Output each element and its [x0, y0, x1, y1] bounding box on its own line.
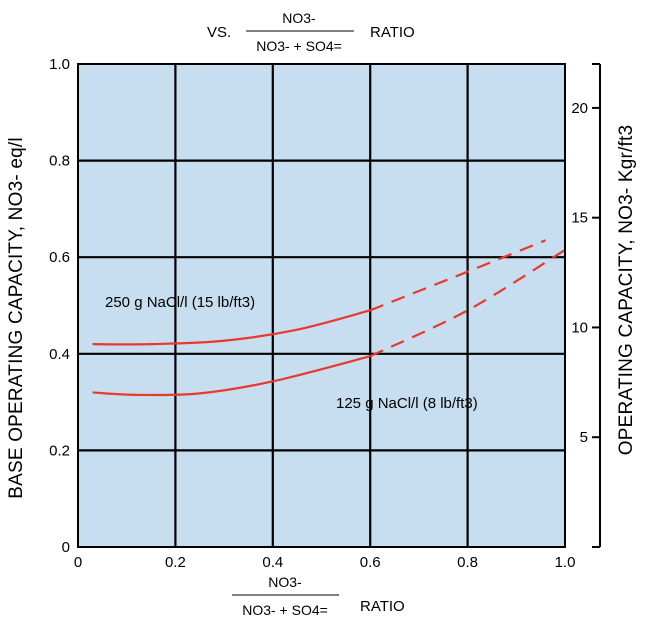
y-tick-label: 0.2 — [49, 442, 70, 459]
y-tick-label: 0 — [62, 539, 70, 556]
x-label-numerator: NO3- — [268, 574, 302, 590]
y-tick-label: 0.8 — [49, 153, 70, 170]
title-suffix: RATIO — [370, 24, 415, 41]
y-axis-right-label: OPERATING CAPACITY, NO3- Kgr/ft3 — [616, 125, 637, 456]
grid — [78, 64, 565, 547]
series-0-solid-line — [92, 309, 371, 346]
title-numerator: NO3- — [282, 10, 316, 26]
y2-tick-label: 15 — [571, 210, 588, 227]
y2-tick-label: 20 — [571, 100, 588, 117]
series-group — [92, 239, 566, 397]
x-tick-label: 0 — [74, 554, 82, 571]
chart-title: VS. NO3- NO3- + SO4= RATIO — [207, 10, 415, 54]
series-label-250g: 250 g NaCl/l (15 lb/ft3) — [105, 294, 255, 311]
y-tick-label: 0.6 — [49, 249, 70, 266]
title-denominator: NO3- + SO4= — [256, 38, 342, 54]
right-axis: 5 10 15 20 — [571, 63, 601, 548]
y2-tick-label: 10 — [571, 319, 588, 336]
series-1-dashed-line — [369, 249, 566, 358]
series-0-dashed-line — [369, 239, 546, 312]
x-tick-label: 0.8 — [457, 554, 478, 571]
x-label-suffix: RATIO — [360, 598, 405, 615]
x-axis-ticks: 0 0.2 0.4 0.6 0.8 1.0 — [74, 554, 576, 571]
x-tick-label: 0.4 — [262, 554, 283, 571]
series-label-125g: 125 g NaCl/l (8 lb/ft3) — [336, 395, 478, 412]
x-axis-label: NO3- NO3- + SO4= RATIO — [232, 574, 405, 618]
y-tick-label: 1.0 — [49, 56, 70, 73]
y-axis-left-label: BASE OPERATING CAPACITY, NO3- eq/l — [6, 137, 27, 499]
y-tick-label: 0.4 — [49, 346, 70, 363]
y-axis-ticks: 0 0.2 0.4 0.6 0.8 1.0 — [49, 56, 70, 556]
plot-area — [78, 64, 565, 547]
plot-border — [77, 63, 566, 548]
x-tick-label: 0.2 — [165, 554, 186, 571]
x-tick-label: 0.6 — [360, 554, 381, 571]
x-label-denominator: NO3- + SO4= — [242, 602, 328, 618]
title-prefix: VS. — [207, 24, 231, 41]
series-1-solid-line — [92, 355, 371, 397]
x-tick-label: 1.0 — [555, 554, 576, 571]
y2-tick-label: 5 — [580, 429, 588, 446]
